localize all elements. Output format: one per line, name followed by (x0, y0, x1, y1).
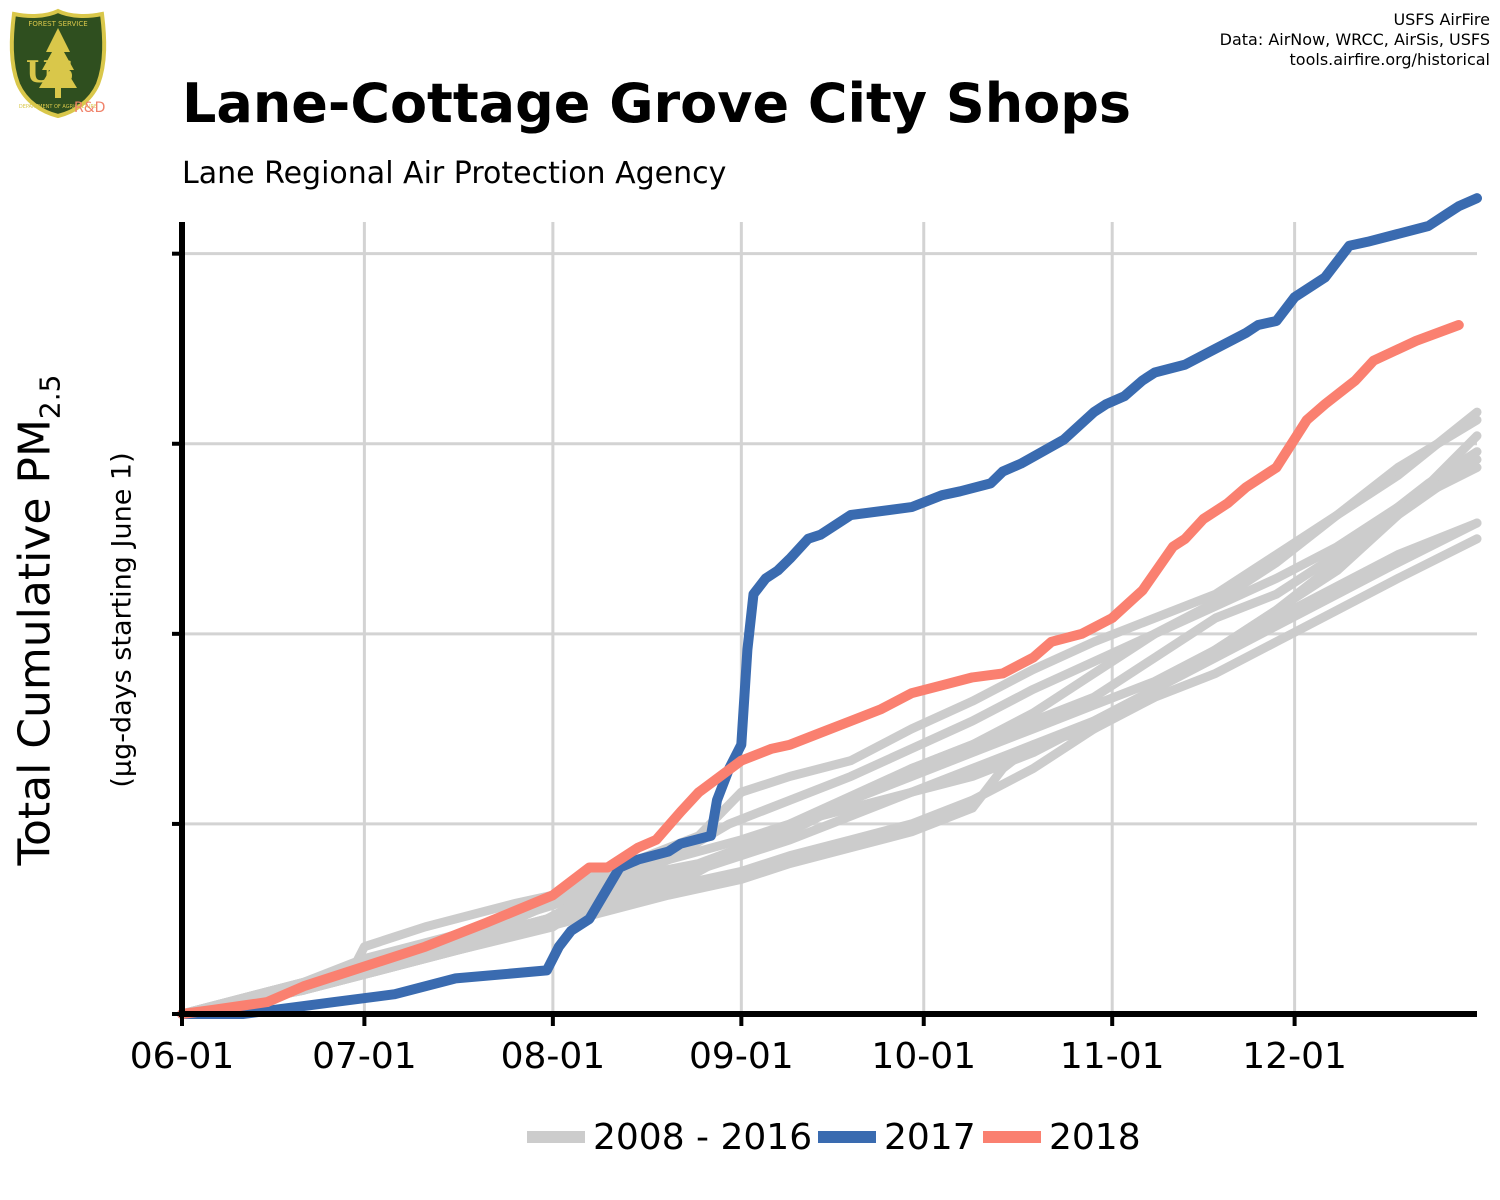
chart-subtitle: Lane Regional Air Protection Agency (182, 156, 727, 191)
x-tick-label-3: 09-01 (689, 1036, 794, 1077)
legend-swatch-history (527, 1131, 585, 1143)
chart-title: Lane-Cottage Grove City Shops (182, 72, 1132, 135)
series-line-history-9 (177, 455, 1482, 1019)
usfs-shield-logo: US FOREST SERVICE DEPARTMENT OF AGRICULT… (9, 8, 107, 119)
legend-swatch-2017 (818, 1131, 876, 1143)
x-tick-label-5: 11-01 (1060, 1036, 1165, 1077)
x-tick-label-4: 10-01 (871, 1036, 976, 1077)
x-tick-label-6: 12-01 (1242, 1036, 1347, 1077)
logo-top-text: FOREST SERVICE (28, 20, 87, 28)
credit-line-1: USFS AirFire (1393, 10, 1490, 29)
credit-line-3: tools.airfire.org/historical (1289, 50, 1490, 69)
series-line-2017 (177, 193, 1482, 1019)
logo-letter-u: US (26, 55, 74, 90)
series-line-history-4 (177, 415, 1482, 1019)
credit-line-2: Data: AirNow, WRCC, AirSis, USFS (1219, 30, 1490, 49)
series-line-2018 (177, 320, 1464, 1019)
x-tick-label-2: 08-01 (501, 1036, 606, 1077)
legend-label-history: 2008 - 2016 (593, 1116, 813, 1158)
legend-label-2018: 2018 (1049, 1116, 1141, 1158)
chart-legend: 2008 - 2016 2017 2018 (0, 1112, 1500, 1162)
legend-swatch-2018 (983, 1131, 1041, 1143)
legend-item-2018: 2018 (983, 1112, 1141, 1162)
legend-label-2017: 2017 (884, 1116, 976, 1158)
series-layer (177, 193, 1482, 1019)
x-tick-label-1: 07-01 (312, 1036, 417, 1077)
series-line-history-3 (177, 407, 1482, 1019)
axis-layer: 06-01 07-01 08-01 09-01 10-01 11-01 12-01 (130, 222, 1477, 1077)
legend-item-2017: 2017 (818, 1112, 976, 1162)
legend-item-history: 2008 - 2016 (527, 1112, 812, 1162)
credits-block: USFS AirFire Data: AirNow, WRCC, AirSis,… (1220, 10, 1490, 70)
logo-bottom-text: DEPARTMENT OF AGRICULTURE (19, 104, 97, 110)
tree-icon (39, 28, 77, 98)
x-tick-label-0: 06-01 (130, 1036, 235, 1077)
series-line-history-10 (177, 518, 1482, 1019)
logo-rd-label: R&D (74, 100, 106, 116)
